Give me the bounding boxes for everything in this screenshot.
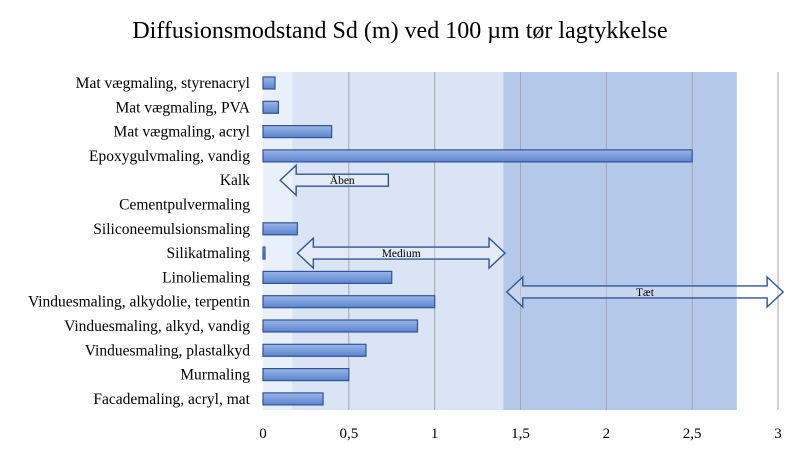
category-label: Vinduesmaling, alkyd, vandig	[64, 318, 250, 335]
x-tick-label: 0	[259, 426, 267, 442]
bar	[262, 392, 324, 406]
x-tick-label: 3	[774, 426, 782, 442]
bar	[262, 368, 350, 382]
band-arrow-label: Åben	[330, 173, 355, 187]
band-2	[292, 72, 504, 410]
category-label: Cementpulvermaling	[119, 197, 250, 214]
band-arrow-label: Tæt	[636, 287, 655, 299]
category-label: Vinduesmaling, alkydolie, terpentin	[28, 294, 250, 311]
band-arrow-1	[279, 163, 390, 197]
band-arrow-label: Medium	[382, 248, 421, 260]
x-tick-label: 2	[603, 426, 611, 442]
x-tick-label: 1,5	[511, 426, 530, 442]
category-label: Kalk	[220, 172, 250, 189]
x-tick-label: 1	[431, 426, 439, 442]
category-label: Facademaling, acryl, mat	[93, 391, 250, 408]
bar	[262, 149, 693, 163]
bar	[262, 246, 266, 260]
category-label: Linoliemaling	[162, 269, 250, 286]
bar	[262, 222, 298, 236]
category-label: Siliconeemulsionsmaling	[93, 221, 250, 238]
bar	[262, 270, 393, 284]
category-label: Mat vægmaling, styrenacryl	[76, 75, 250, 92]
category-label: Epoxygulvmaling, vandig	[89, 148, 250, 165]
x-tick-label: 2,5	[683, 426, 702, 442]
bar	[262, 76, 276, 90]
bar	[262, 319, 419, 333]
bar	[262, 343, 367, 357]
category-label: Mat vægmaling, acryl	[114, 124, 250, 141]
bar	[262, 295, 436, 309]
chart-title: Diffusionsmodstand Sd (m) ved 100 µm tør…	[132, 18, 667, 44]
category-label: Vinduesmaling, plastalkyd	[85, 342, 250, 359]
category-label: Silikatmaling	[166, 245, 250, 262]
band-3	[503, 72, 737, 410]
category-label: Mat vægmaling, PVA	[116, 99, 251, 116]
band-1	[263, 72, 293, 410]
category-label: Murmaling	[180, 367, 250, 384]
band-arrow-2	[296, 236, 507, 270]
bar	[262, 100, 280, 114]
bar	[262, 124, 333, 139]
x-tick-label: 0,5	[339, 426, 358, 442]
band-arrow-3	[505, 275, 785, 309]
